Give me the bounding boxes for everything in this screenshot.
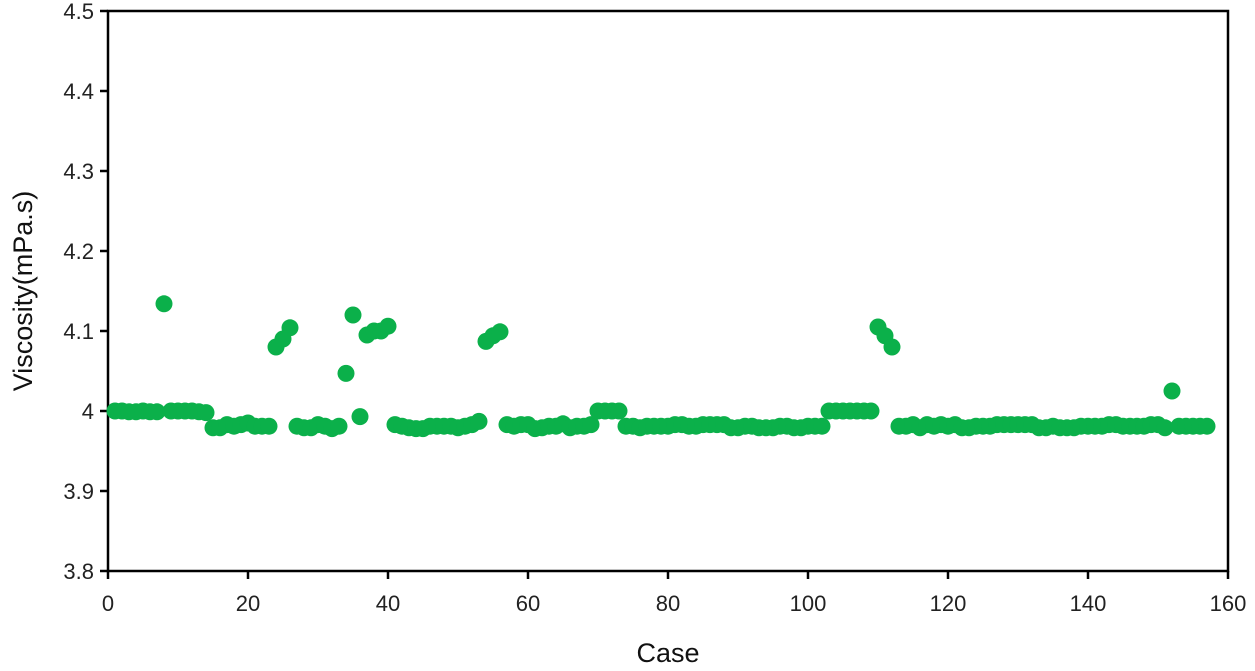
data-point [344, 306, 362, 324]
data-point [582, 416, 600, 434]
data-point [1198, 417, 1216, 435]
data-point [1163, 382, 1181, 400]
x-tick-label: 100 [790, 591, 827, 616]
data-point [470, 412, 488, 430]
data-point [155, 295, 173, 313]
data-point [379, 317, 397, 335]
y-tick-label: 3.9 [63, 479, 94, 504]
x-tick-label: 160 [1210, 591, 1247, 616]
data-points [106, 295, 1216, 438]
y-tick-label: 4 [82, 399, 94, 424]
x-tick-label: 60 [516, 591, 540, 616]
y-tick-label: 3.8 [63, 559, 94, 584]
x-axis: 0 20 40 60 80 100 120 140 160 [102, 571, 1246, 616]
data-point [148, 403, 166, 421]
data-point [862, 402, 880, 420]
data-point [330, 417, 348, 435]
y-tick-label: 4.4 [63, 79, 94, 104]
data-point [610, 402, 628, 420]
data-point [197, 404, 215, 422]
x-tick-label: 0 [102, 591, 114, 616]
plot-area [106, 9, 1230, 573]
x-tick-label: 120 [930, 591, 967, 616]
x-tick-label: 140 [1070, 591, 1107, 616]
y-tick-label: 4.1 [63, 319, 94, 344]
x-tick-label: 80 [656, 591, 680, 616]
y-axis: 3.8 3.9 4 4.1 4.2 4.3 4.4 4.5 [63, 0, 108, 584]
y-tick-label: 4.2 [63, 239, 94, 264]
y-tick-label: 4.5 [63, 0, 94, 24]
data-point [281, 319, 299, 337]
data-point [351, 408, 369, 426]
data-point [813, 417, 831, 435]
data-point [883, 338, 901, 356]
data-point [260, 417, 278, 435]
x-tick-label: 20 [236, 591, 260, 616]
data-point [1156, 419, 1174, 437]
data-point [491, 323, 509, 341]
y-tick-label: 4.3 [63, 159, 94, 184]
data-point [337, 364, 355, 382]
x-axis-title: Case [636, 638, 699, 668]
x-tick-label: 40 [376, 591, 400, 616]
y-axis-title: Viscosity(mPa.s) [8, 191, 38, 392]
